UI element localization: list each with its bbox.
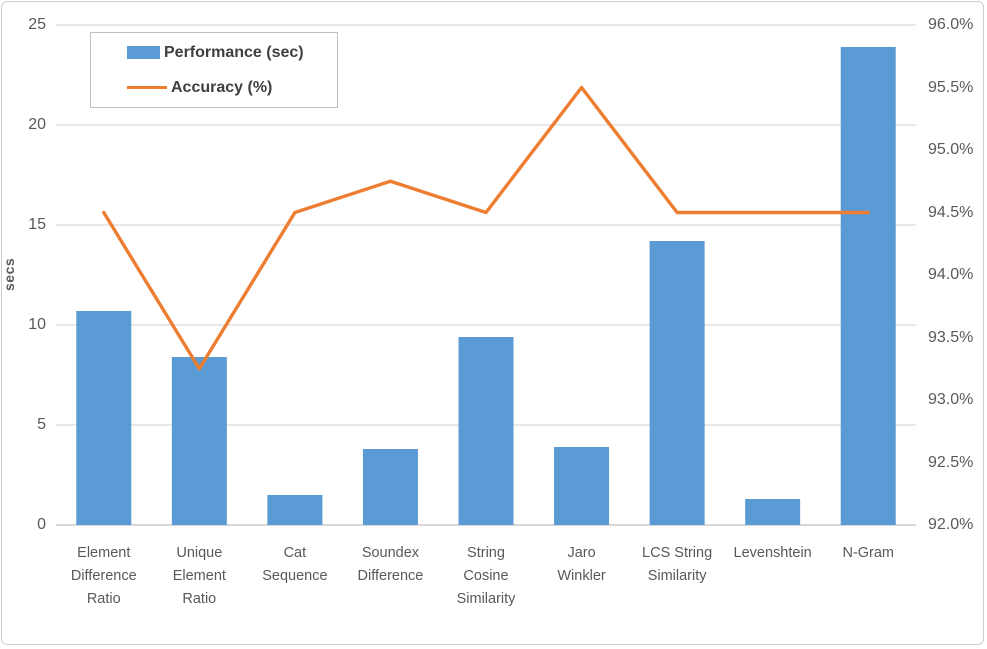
- left-axis-title: secs: [1, 257, 17, 291]
- bar-0: [76, 311, 132, 525]
- left-axis-tick-label: 5: [37, 416, 46, 433]
- legend-label-accuracy: Accuracy (%): [171, 78, 273, 96]
- right-axis-tick-label: 93.0%: [928, 391, 974, 408]
- legend-item-accuracy: Accuracy (%): [127, 77, 337, 99]
- x-axis-category-label: Cat Sequence: [262, 545, 328, 584]
- right-axis-tick-label: 93.5%: [928, 328, 974, 346]
- x-axis-category-label: Jaro Winkler: [557, 545, 606, 584]
- right-axis-tick-label: 95.5%: [928, 78, 974, 96]
- bar-7: [745, 499, 801, 525]
- left-axis-tick-label: 10: [28, 316, 46, 333]
- x-axis-category-label: Soundex Difference: [357, 545, 424, 584]
- right-axis-tick-label: 92.5%: [928, 453, 974, 471]
- bar-5: [554, 447, 610, 525]
- bar-3: [362, 449, 418, 525]
- bar-6: [649, 241, 705, 525]
- x-axis-category-label: Levenshtein: [733, 545, 812, 561]
- line-series-swatch-icon: [127, 85, 167, 90]
- right-axis-tick-label: 94.5%: [928, 203, 974, 221]
- bar-1: [171, 357, 227, 525]
- bar-series-swatch-icon: [127, 46, 160, 59]
- legend: Performance (sec) Accuracy (%): [90, 32, 338, 108]
- right-axis-tick-label: 95.0%: [928, 141, 974, 158]
- x-axis-category-label: String Cosine Similarity: [456, 545, 516, 607]
- x-axis-category-label: LCS String Similarity: [642, 545, 713, 584]
- left-axis-tick-label: 0: [37, 516, 46, 533]
- left-axis-tick-label: 15: [28, 216, 46, 233]
- bar-4: [458, 337, 514, 525]
- legend-label-performance: Performance (sec): [164, 43, 304, 61]
- left-axis-tick-label: 25: [28, 16, 46, 33]
- left-axis-tick-label: 20: [28, 116, 46, 133]
- x-axis-category-label: Element Difference Ratio: [70, 545, 137, 607]
- bar-2: [267, 495, 323, 525]
- right-axis-tick-label: 94.0%: [928, 266, 974, 283]
- right-axis-tick-label: 92.0%: [928, 516, 974, 533]
- bar-8: [840, 47, 896, 525]
- legend-item-performance: Performance (sec): [127, 42, 337, 64]
- x-axis-category-label: N-Gram: [842, 545, 894, 561]
- x-axis-category-label: Unique Element Ratio: [172, 545, 226, 607]
- accuracy-line: [102, 85, 870, 371]
- right-axis-tick-label: 96.0%: [928, 16, 974, 33]
